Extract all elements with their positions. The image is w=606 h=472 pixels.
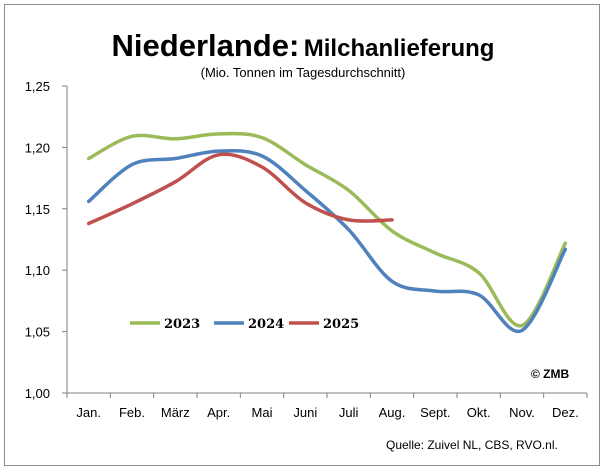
- y-tick-label: 1,15: [25, 202, 50, 217]
- y-tick-label: 1,10: [25, 263, 50, 278]
- series-line-2025: [86, 152, 394, 226]
- legend: 2023 2024 2025: [130, 317, 359, 332]
- x-tick-label: Apr.: [207, 405, 230, 420]
- x-tick-label: Mai: [252, 405, 273, 420]
- chart-title-sub: Milchanlieferung: [303, 35, 495, 62]
- chart-frame: [4, 4, 600, 466]
- x-tick-label: Sept.: [420, 405, 450, 420]
- axes: 1,00 1,05 1,10 1,15 1,20 1,25 Jan. Feb. März Apr.…: [25, 79, 588, 420]
- series-layer: [86, 131, 568, 334]
- x-tick-label: Juli: [339, 405, 359, 420]
- y-tick-label: 1,00: [25, 386, 50, 401]
- legend-label-2024: 2024: [248, 317, 284, 332]
- y-tick-label: 1,05: [25, 325, 50, 340]
- x-tick-label: März: [161, 405, 190, 420]
- source-note: Quelle: Zuivel NL, CBS, RVO.nl.: [386, 438, 558, 452]
- x-tick-label: Juni: [293, 405, 317, 420]
- legend-label-2023: 2023: [164, 317, 200, 332]
- x-tick-label: Dez.: [552, 405, 579, 420]
- chart-title-main: Niederlande:: [111, 28, 300, 63]
- x-tick-label: Okt.: [467, 405, 491, 420]
- y-tick-label: 1,20: [25, 140, 50, 155]
- x-tick-label: Feb.: [119, 405, 145, 420]
- x-tick-label: Aug.: [379, 405, 406, 420]
- legend-label-2025: 2025: [323, 317, 359, 332]
- series-line-2023: [86, 131, 568, 328]
- x-tick-label: Jan.: [76, 405, 101, 420]
- chart-subtitle: (Mio. Tonnen im Tagesdurchschnitt): [200, 65, 406, 80]
- chart-title: Niederlande: Milchanlieferung: [0, 28, 606, 64]
- copyright-note: © ZMB: [531, 367, 570, 381]
- y-tick-label: 1,25: [25, 79, 50, 94]
- x-tick-label: Nov.: [509, 405, 535, 420]
